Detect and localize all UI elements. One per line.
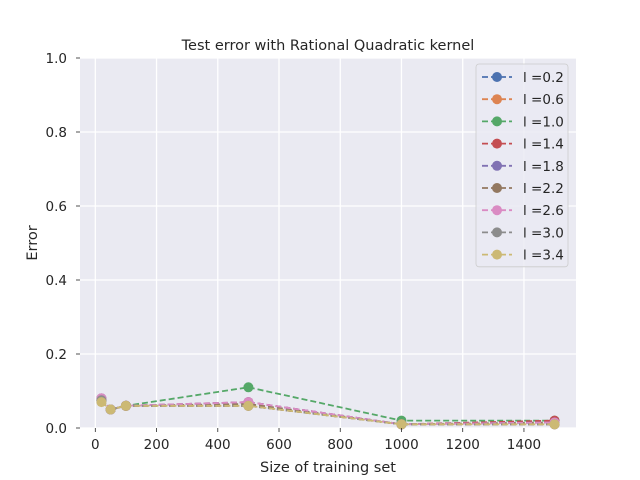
legend-item: l =2.6 — [482, 203, 564, 219]
chart-title: Test error with Rational Quadratic kerne… — [181, 38, 475, 54]
y-tick-label: 0.8 — [46, 125, 67, 141]
legend-marker — [492, 72, 502, 82]
data-point — [243, 382, 254, 393]
legend-marker — [492, 205, 502, 216]
y-axis-label: Error — [25, 225, 41, 260]
data-point — [243, 400, 254, 411]
legend-item: l =1.8 — [482, 159, 564, 175]
legend-box — [475, 63, 569, 268]
x-tick-label: 400 — [205, 437, 231, 453]
legend-item: l =0.6 — [482, 92, 564, 108]
legend-label: l =1.8 — [523, 159, 564, 175]
legend-label: l =1.0 — [523, 114, 564, 130]
legend-label: l =2.6 — [523, 203, 564, 219]
legend-item: l =3.4 — [482, 248, 564, 264]
legend-marker — [492, 94, 502, 105]
data-point — [396, 419, 407, 430]
x-tick-label: 800 — [327, 437, 353, 453]
y-tick-label: 0.2 — [46, 347, 67, 363]
y-tick-label: 0.4 — [46, 273, 67, 289]
y-axis-ticks: 0.0 0.2 0.4 0.6 0.8 1.0 — [46, 51, 80, 437]
legend-label: l =0.6 — [523, 92, 564, 108]
legend-label: l =3.4 — [523, 248, 564, 264]
legend-marker — [492, 138, 502, 149]
x-tick-label: 1400 — [507, 437, 541, 453]
x-tick-label: 200 — [144, 437, 170, 453]
x-tick-label: 600 — [266, 437, 292, 453]
x-tick-label: 1000 — [384, 437, 418, 453]
data-point — [120, 400, 131, 411]
legend-item: l =2.2 — [482, 181, 564, 197]
x-tick-label: 0 — [91, 437, 100, 453]
legend-item: l =1.4 — [482, 137, 564, 153]
y-tick-label: 1.0 — [46, 51, 67, 67]
data-point — [549, 419, 560, 430]
y-tick-label: 0.6 — [46, 199, 67, 215]
x-axis-label: Size of training set — [260, 460, 396, 476]
x-tick-label: 1200 — [446, 437, 480, 453]
legend-item: l =1.0 — [482, 114, 564, 130]
series-8 — [96, 397, 560, 430]
x-axis-ticks: 0 200 400 600 800 1000 1200 1400 — [91, 428, 541, 453]
y-tick-label: 0.0 — [46, 421, 67, 437]
legend-label: l =3.0 — [523, 225, 564, 241]
legend-marker — [492, 160, 502, 171]
legend-label: l =2.2 — [523, 181, 564, 197]
legend-item: l =0.2 — [482, 70, 564, 86]
series-layer — [96, 382, 560, 430]
data-point — [105, 404, 116, 415]
legend-marker — [492, 116, 502, 127]
data-point — [96, 397, 107, 408]
legend-marker — [492, 183, 502, 193]
legend-marker — [492, 227, 502, 238]
legend-marker — [492, 249, 502, 260]
legend-label: l =1.4 — [523, 137, 564, 153]
legend-item: l =3.0 — [482, 225, 564, 241]
legend: l =0.2 l =0.6 l =1.0 l =1.4 l =1.8 l =2.2 l =2… — [475, 63, 569, 268]
legend-label: l =0.2 — [523, 70, 564, 86]
